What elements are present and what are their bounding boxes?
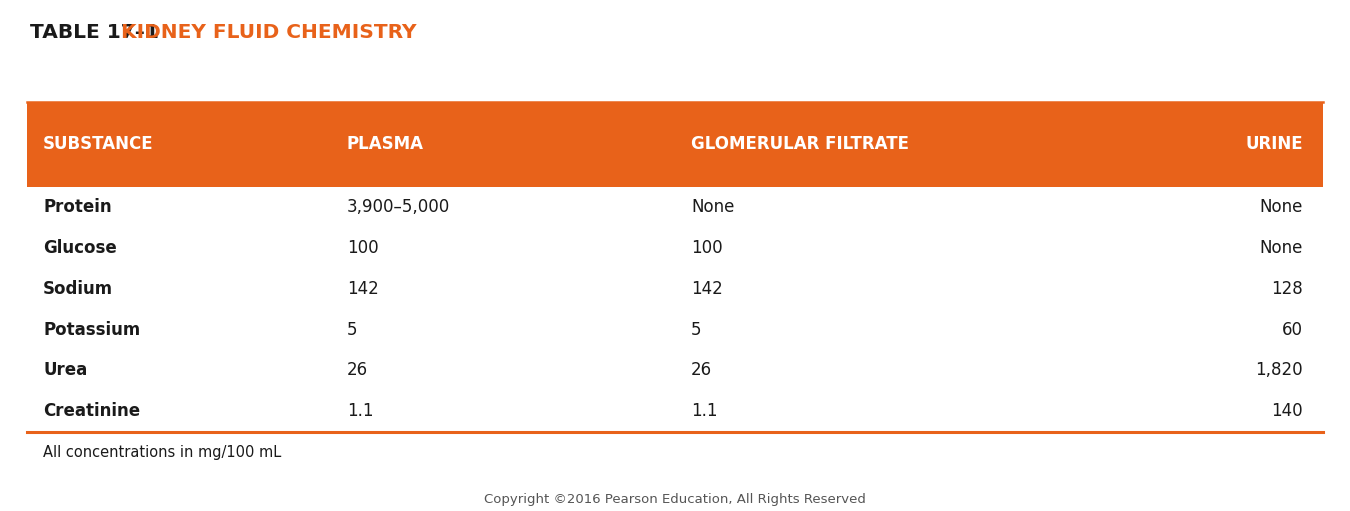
Text: TABLE 17–1: TABLE 17–1	[30, 23, 166, 42]
Text: Sodium: Sodium	[43, 280, 113, 298]
Text: 26: 26	[691, 361, 713, 380]
Text: 5: 5	[691, 320, 702, 339]
Text: All concentrations in mg/100 mL: All concentrations in mg/100 mL	[43, 445, 281, 459]
Text: 1,820: 1,820	[1256, 361, 1303, 380]
Text: Creatinine: Creatinine	[43, 402, 140, 421]
Text: 128: 128	[1270, 280, 1303, 298]
Text: None: None	[1260, 239, 1303, 257]
Text: GLOMERULAR FILTRATE: GLOMERULAR FILTRATE	[691, 135, 909, 153]
Text: Protein: Protein	[43, 198, 112, 216]
Text: 1.1: 1.1	[691, 402, 718, 421]
Bar	[27, 102, 1323, 187]
Text: 60: 60	[1281, 320, 1303, 339]
Text: SUBSTANCE: SUBSTANCE	[43, 135, 154, 153]
Text: URINE: URINE	[1245, 135, 1303, 153]
Text: Glucose: Glucose	[43, 239, 117, 257]
Text: 142: 142	[347, 280, 379, 298]
Text: 5: 5	[347, 320, 358, 339]
Text: None: None	[691, 198, 734, 216]
Text: 100: 100	[347, 239, 378, 257]
Text: None: None	[1260, 198, 1303, 216]
Text: 140: 140	[1272, 402, 1303, 421]
Text: Urea: Urea	[43, 361, 88, 380]
Text: 3,900–5,000: 3,900–5,000	[347, 198, 450, 216]
Text: Copyright ©2016 Pearson Education, All Rights Reserved: Copyright ©2016 Pearson Education, All R…	[485, 493, 865, 506]
Text: 26: 26	[347, 361, 369, 380]
Text: PLASMA: PLASMA	[347, 135, 424, 153]
Text: 142: 142	[691, 280, 724, 298]
Text: Potassium: Potassium	[43, 320, 140, 339]
Text: 100: 100	[691, 239, 722, 257]
Text: 1.1: 1.1	[347, 402, 374, 421]
Text: KIDNEY FLUID CHEMISTRY: KIDNEY FLUID CHEMISTRY	[122, 23, 417, 42]
